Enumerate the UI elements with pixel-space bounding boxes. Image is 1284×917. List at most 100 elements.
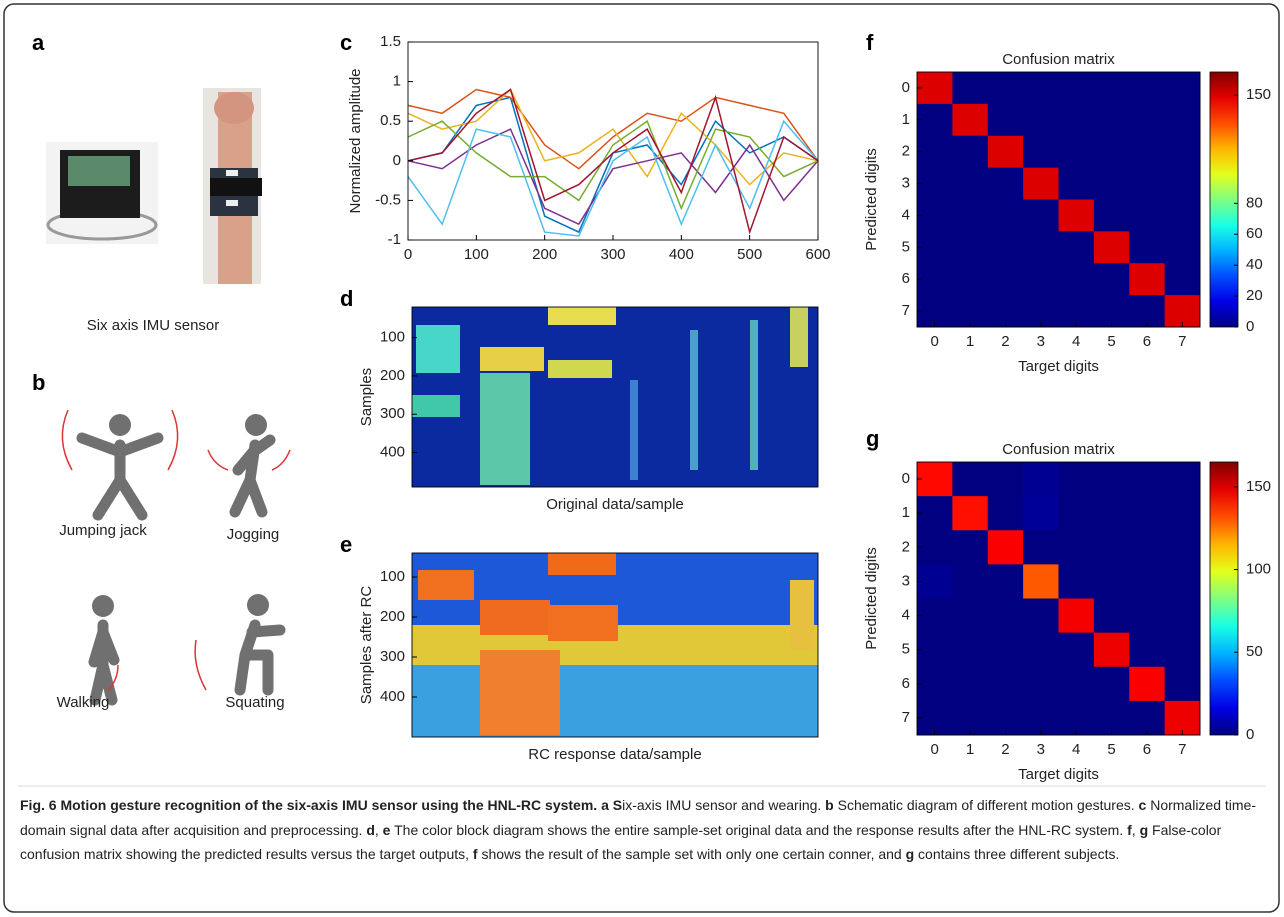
matrix-cell xyxy=(987,263,1024,296)
heatmap-image xyxy=(412,553,818,737)
matrix-cell xyxy=(952,167,989,200)
matrix-cell xyxy=(1093,530,1130,565)
chart-title: Confusion matrix xyxy=(1002,441,1115,458)
caption-text: ix-axis IMU sensor and wearing. xyxy=(622,797,826,813)
colorbar-tick-label: 40 xyxy=(1246,256,1263,273)
motion-arcs xyxy=(61,409,291,691)
x-tick-label: 0 xyxy=(404,246,412,263)
panel-label: d xyxy=(340,286,353,311)
y-tick-label: 0.5 xyxy=(380,112,401,129)
x-tick-label: 300 xyxy=(600,246,625,263)
axes-frame xyxy=(407,41,819,241)
matrix-cell xyxy=(1129,598,1166,634)
matrix-cell xyxy=(987,231,1024,264)
y-tick-label: 1.5 xyxy=(380,33,401,50)
matrix-cell xyxy=(1164,103,1201,137)
caption-text: c xyxy=(1138,797,1147,813)
matrix-cell xyxy=(1093,167,1130,200)
data-line xyxy=(407,120,819,211)
matrix-cell xyxy=(1093,199,1130,232)
matrix-cell xyxy=(1058,700,1095,736)
y-tick-label: -0.5 xyxy=(375,191,401,208)
x-tick-label: 6 xyxy=(1143,741,1151,758)
gesture-label: Jogging xyxy=(227,526,280,543)
matrix-cell xyxy=(1093,632,1130,668)
matrix-cell xyxy=(1129,530,1166,565)
matrix-cell xyxy=(1129,135,1166,169)
matrix-cell xyxy=(917,564,953,599)
matrix-cell xyxy=(1058,564,1095,599)
matrix-cell xyxy=(917,103,953,137)
matrix-cell xyxy=(1093,666,1130,702)
matrix-cell xyxy=(917,135,953,169)
matrix-cell xyxy=(1023,666,1059,702)
matrix-cell xyxy=(1058,103,1095,137)
colorbar-tick-label: 60 xyxy=(1246,225,1263,242)
matrix-cell xyxy=(1023,530,1059,565)
x-tick-label: 1 xyxy=(966,333,974,350)
figure-caption: Fig. 6 Motion gesture recognition of the… xyxy=(20,793,1266,867)
matrix-cell xyxy=(1023,564,1059,599)
data-line xyxy=(407,128,819,226)
matrix-cell xyxy=(1023,135,1059,169)
matrix-cell xyxy=(1164,564,1201,599)
chart-title: Confusion matrix xyxy=(1002,51,1115,68)
matrix-cell xyxy=(917,263,953,296)
panel-label: a xyxy=(32,30,45,55)
x-tick-label: 200 xyxy=(532,246,557,263)
caption-text: Fig. 6 Motion gesture recognition of the… xyxy=(20,797,623,813)
matrix-cell xyxy=(1023,199,1059,232)
axes-frame xyxy=(411,306,819,488)
x-tick-label: 100 xyxy=(464,246,489,263)
matrix-cell xyxy=(987,167,1024,200)
y-tick-label: 0 xyxy=(902,79,910,96)
matrix-cell xyxy=(987,530,1024,565)
x-tick-label: 2 xyxy=(1001,741,1009,758)
y-tick-label: 300 xyxy=(380,648,405,665)
y-tick-label: 4 xyxy=(902,607,910,624)
matrix-cell xyxy=(1164,167,1201,200)
matrix-cell xyxy=(987,564,1024,599)
data-line xyxy=(407,88,819,235)
matrix-cell xyxy=(917,632,953,668)
axes-frame xyxy=(916,71,1201,328)
x-axis-label: Target digits xyxy=(1018,766,1099,783)
matrix-cell xyxy=(1058,263,1095,296)
x-tick-label: 7 xyxy=(1178,333,1186,350)
colorbar-tick-label: 0 xyxy=(1246,726,1254,743)
matrix-cell xyxy=(1023,496,1059,531)
x-axis-label: Target digits xyxy=(1018,358,1099,375)
matrix-cell xyxy=(1093,700,1130,736)
matrix-cell xyxy=(1164,231,1201,264)
y-tick-label: 2 xyxy=(902,538,910,555)
matrix-cell xyxy=(952,199,989,232)
matrix-cell xyxy=(987,199,1024,232)
y-tick-label: -1 xyxy=(388,231,401,248)
matrix-cell xyxy=(1164,263,1201,296)
caption-text: e xyxy=(382,821,391,838)
matrix-cell xyxy=(917,462,953,497)
matrix-cell xyxy=(1129,72,1166,105)
y-axis-label: Samples after RC xyxy=(358,586,375,705)
matrix-cell xyxy=(1164,598,1201,634)
matrix-cell xyxy=(917,231,953,264)
matrix-cell xyxy=(987,666,1024,702)
caption-text: , xyxy=(1131,821,1140,838)
sensor-photo xyxy=(46,142,158,244)
matrix-cell xyxy=(1164,496,1201,531)
matrix-cell xyxy=(1164,632,1201,668)
y-tick-label: 100 xyxy=(380,329,405,346)
matrix-cell xyxy=(952,700,989,736)
colorbar-tick-label: 100 xyxy=(1246,561,1271,578)
frame xyxy=(3,3,1280,913)
matrix-cell xyxy=(1164,462,1201,497)
matrix-cell xyxy=(987,598,1024,634)
matrix-cell xyxy=(1058,666,1095,702)
matrix-cell xyxy=(1164,135,1201,169)
caption-text: The color block diagram shows the entire… xyxy=(390,821,1128,838)
y-tick-label: 6 xyxy=(902,270,910,287)
x-axis-label: Original data/sample xyxy=(546,496,684,513)
y-tick-label: 100 xyxy=(380,568,405,585)
matrix-cell xyxy=(917,666,953,702)
x-tick-label: 5 xyxy=(1107,741,1115,758)
